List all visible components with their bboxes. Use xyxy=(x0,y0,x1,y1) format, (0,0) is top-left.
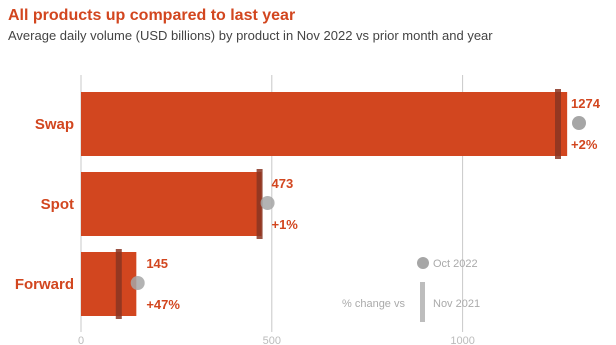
oct-2022-dot-forward xyxy=(130,276,145,290)
pct-change-label-swap: +2% xyxy=(571,137,598,152)
x-tick-label-0: 0 xyxy=(78,335,84,345)
value-label-spot: 473 xyxy=(271,176,293,191)
chart-subtitle: Average daily volume (USD billions) by p… xyxy=(8,28,493,43)
bar-swap xyxy=(81,92,568,156)
legend-change-label: % change vs xyxy=(342,298,405,310)
bars xyxy=(81,89,586,319)
legend-oct-2022-label: Oct 2022 xyxy=(433,258,478,270)
category-label-forward: Forward xyxy=(15,276,74,293)
chart-title: All products up compared to last year xyxy=(8,7,296,24)
pct-change-label-spot: +1% xyxy=(271,217,298,232)
oct-2022-dot-swap xyxy=(572,116,586,130)
nov-2021-marker-swap xyxy=(555,89,561,159)
labels: Swap 1274 +2% Spot 473 +1% Forward 145 +47% xyxy=(15,96,601,312)
x-tick-label-500: 500 xyxy=(263,335,281,345)
nov-2021-marker-spot xyxy=(256,169,263,239)
value-label-swap: 1274 xyxy=(571,96,601,111)
legend-nov-2021-label: Nov 2021 xyxy=(433,298,480,310)
legend-oct-2022-dot xyxy=(417,257,429,269)
oct-2022-dot-spot xyxy=(260,196,275,210)
nov-2021-marker-forward xyxy=(115,249,122,319)
legend-nov-2021-marker xyxy=(420,282,425,322)
value-label-forward: 145 xyxy=(146,256,168,271)
category-label-spot: Spot xyxy=(41,196,74,213)
bar-spot xyxy=(81,172,262,236)
bar-forward xyxy=(81,252,137,316)
legend: Oct 2022 % change vs Nov 2021 xyxy=(342,257,480,322)
x-tick-label-1000: 1000 xyxy=(450,335,474,345)
pct-change-label-forward: +47% xyxy=(146,297,180,312)
category-label-swap: Swap xyxy=(35,116,74,133)
